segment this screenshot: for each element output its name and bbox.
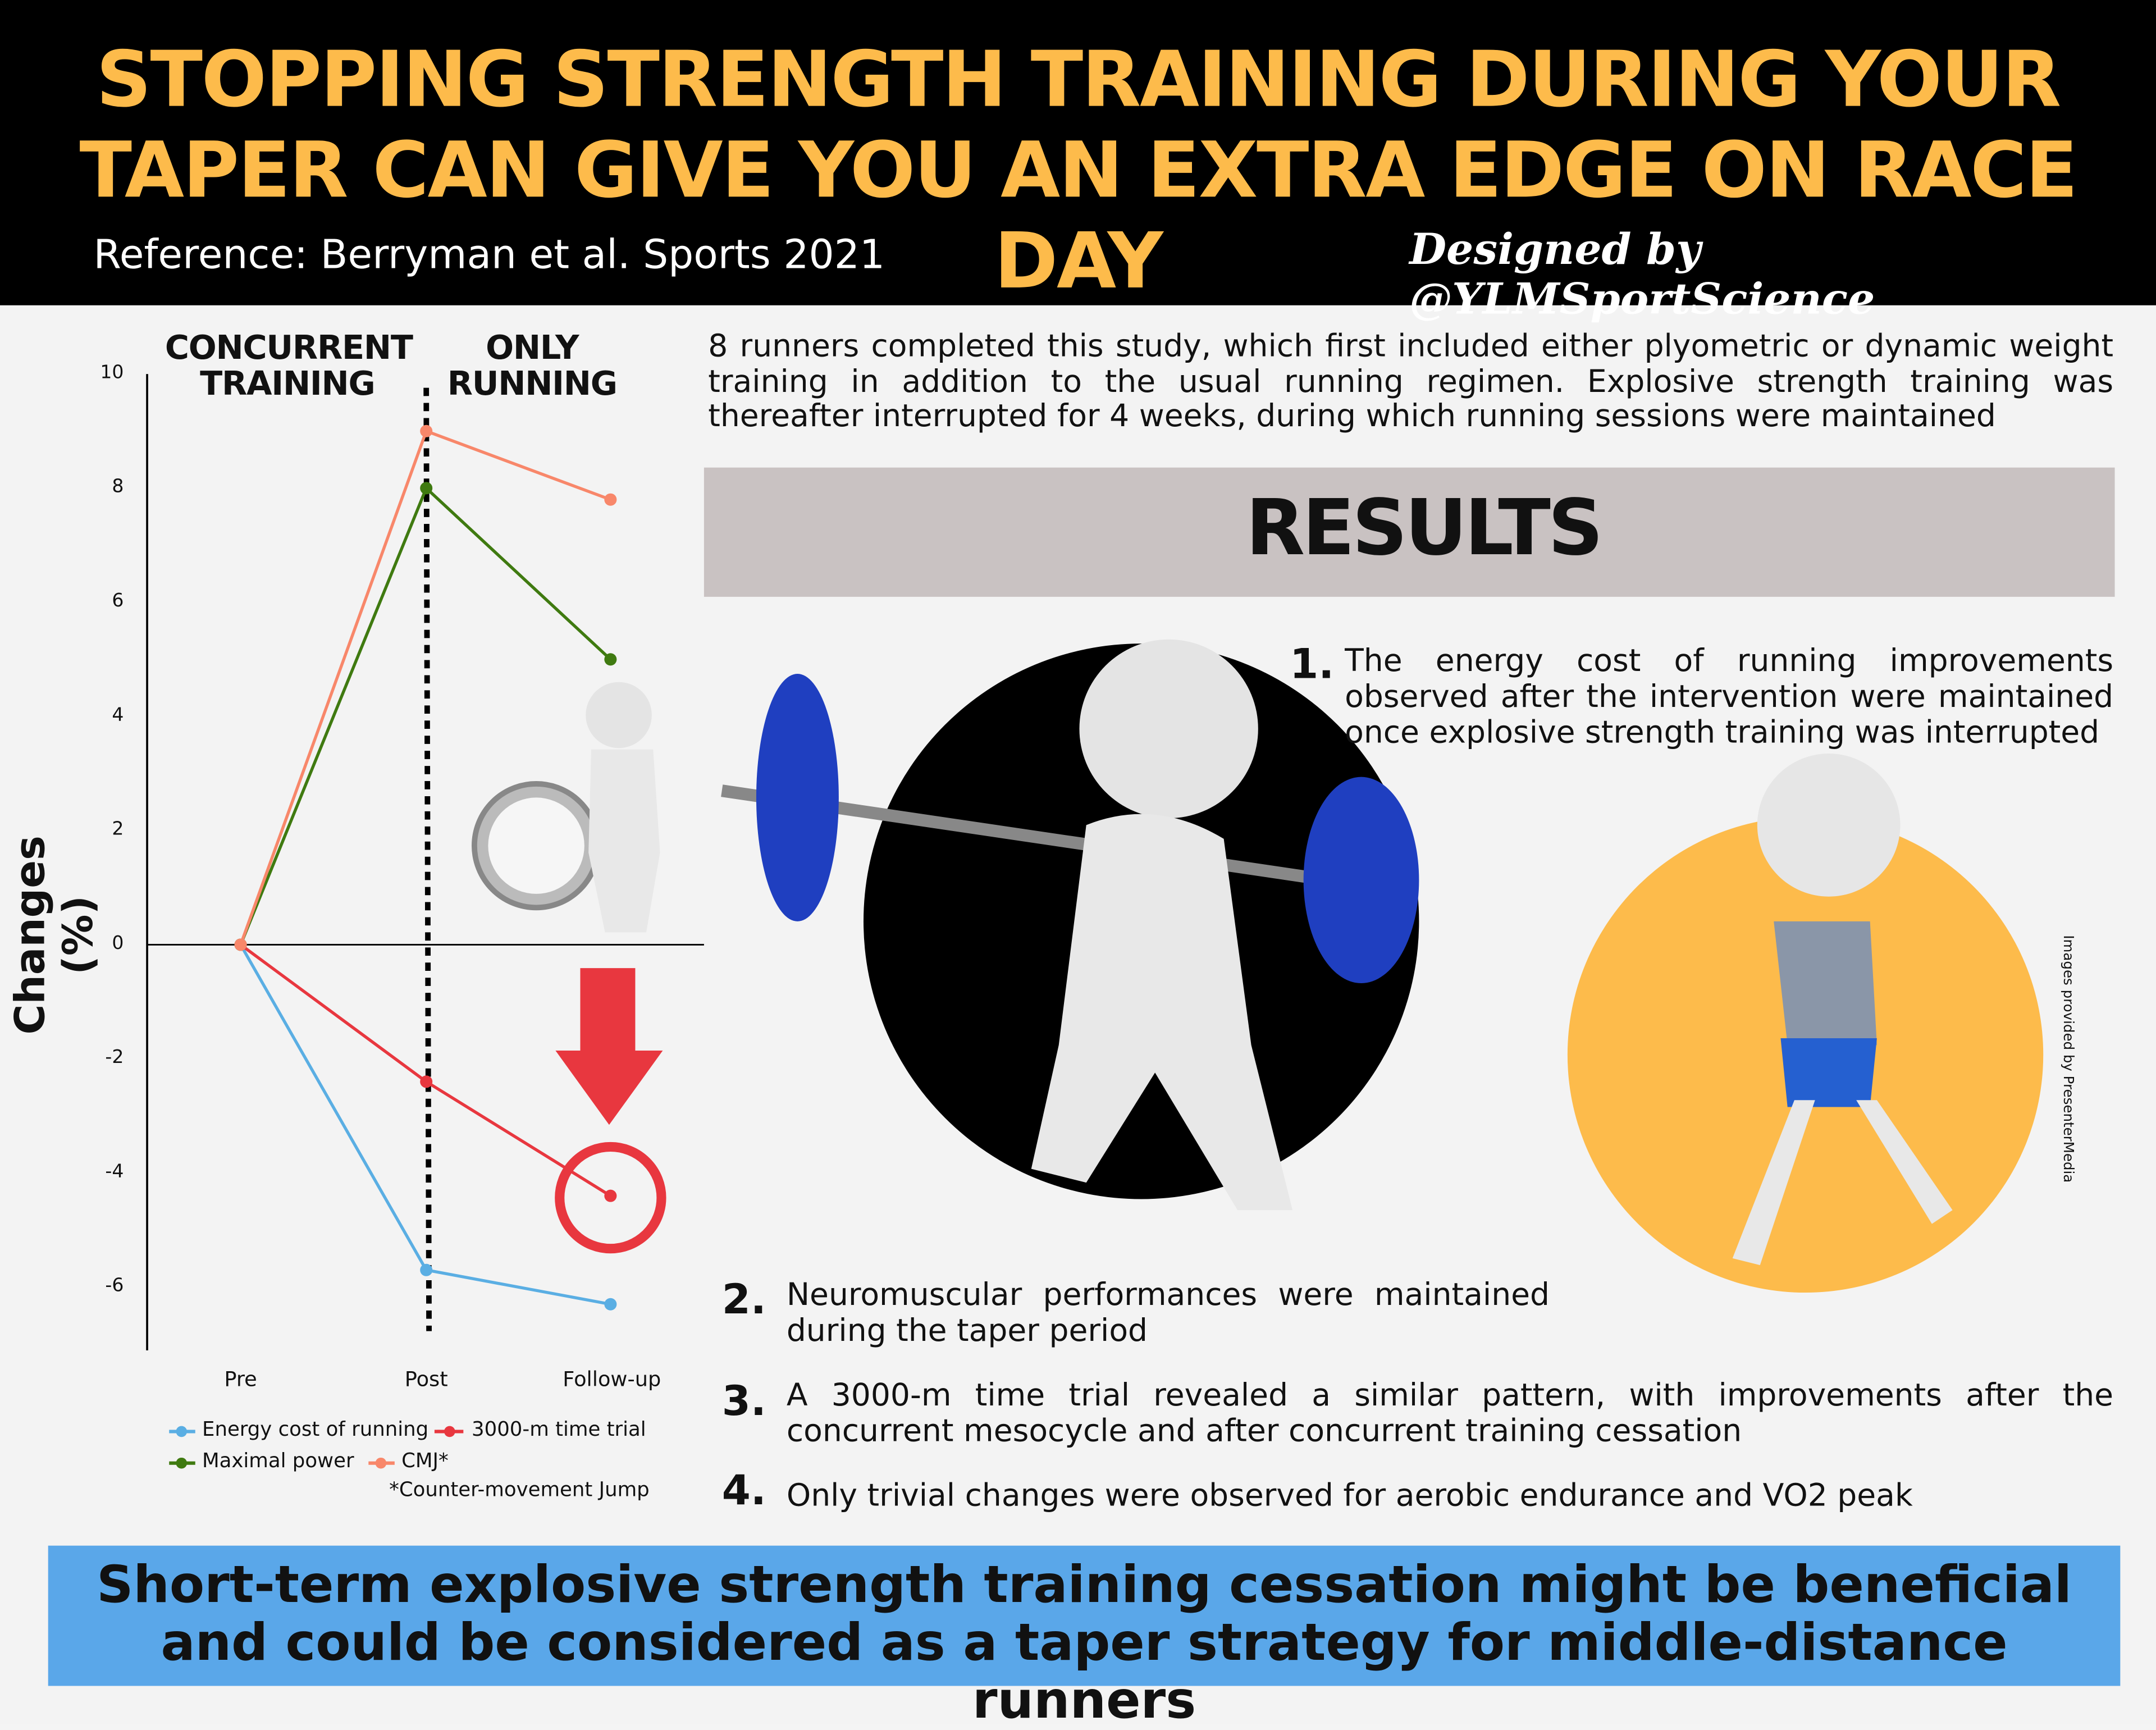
down-arrow-icon xyxy=(555,968,663,1125)
y-tick: 6 xyxy=(112,590,124,612)
y-tick: 8 xyxy=(112,476,124,498)
data-point-0-1 xyxy=(420,1263,433,1276)
legend-cmj: CMJ* xyxy=(401,1450,449,1473)
title-line-1: STOPPING STRENGTH TRAINING DURING YOUR xyxy=(96,35,2061,125)
data-point-1-2 xyxy=(604,1189,617,1202)
phase-only-line1: ONLY xyxy=(486,328,579,367)
phase-concurrent-line1: CONCURRENT xyxy=(165,328,413,367)
y-tick: 2 xyxy=(112,818,124,841)
data-point-3-2 xyxy=(604,493,617,506)
finding-4-text: Only trivial changes were observed for a… xyxy=(786,1478,1913,1514)
y-tick: -6 xyxy=(105,1275,124,1297)
image-credit: Images provided by PresenterMedia xyxy=(2059,935,2075,1183)
legend-power: Maximal power xyxy=(202,1450,354,1473)
designed-by: Designed by @YLMSportScience xyxy=(1409,225,1875,325)
data-point-3-1 xyxy=(420,424,433,437)
legend-3000m: 3000-m time trial xyxy=(472,1419,646,1441)
results-heading: RESULTS xyxy=(1245,484,1604,574)
reference: Reference: Berryman et al. Sports 2021 xyxy=(93,231,885,278)
y-tick: 4 xyxy=(112,704,124,727)
line-chart xyxy=(146,374,704,1350)
phase-divider xyxy=(423,387,432,1331)
x-tick-follow-up: Follow-up xyxy=(563,1367,661,1392)
legend-markers-2 xyxy=(437,1426,464,1437)
legend-marker-cmj xyxy=(368,1457,395,1469)
finding-2-number: 2. xyxy=(721,1276,766,1325)
phase-only-line2: RUNNING xyxy=(447,364,618,403)
conclusion-text: Short-term explosive strength training c… xyxy=(97,1555,2072,1730)
finding-3-text: A 3000-m time trial revealed a similar p… xyxy=(786,1377,2114,1450)
finding-3-number: 3. xyxy=(721,1377,766,1426)
intro-text: 8 runners completed this study, which fi… xyxy=(708,328,2114,435)
results-band xyxy=(704,467,2115,597)
data-point-2-1 xyxy=(420,482,433,495)
data-point-1-1 xyxy=(420,1075,433,1088)
finding-1-number: 1. xyxy=(1290,641,1335,689)
legend-energy: Energy cost of running xyxy=(202,1419,429,1441)
y-tick: -4 xyxy=(105,1160,124,1183)
phase-only-running: ONLY RUNNING xyxy=(437,330,627,401)
y-tick: 0 xyxy=(112,932,124,955)
illustrations xyxy=(721,639,2044,1293)
data-point-3-0 xyxy=(234,938,247,951)
figure-head-icon xyxy=(586,682,652,748)
highlight-circle xyxy=(555,1142,666,1254)
conclusion-banner xyxy=(48,1545,2121,1686)
data-point-2-2 xyxy=(604,653,617,666)
weightlifter-figure-icon xyxy=(721,639,1419,1211)
finding-4-number: 4. xyxy=(721,1467,766,1516)
phase-concurrent: CONCURRENT TRAINING xyxy=(165,328,413,403)
data-point-0-2 xyxy=(604,1298,617,1311)
title-line-2: TAPER CAN GIVE YOU AN EXTRA EDGE ON RACE… xyxy=(79,126,2078,307)
stopwatch-face xyxy=(488,797,584,894)
finding-2-text: Neuromuscular performances were maintain… xyxy=(786,1277,1550,1349)
legend-footnote: *Counter-movement Jump xyxy=(389,1480,650,1502)
y-tick: 10 xyxy=(100,362,124,384)
header xyxy=(0,0,2156,305)
x-tick-pre: Pre xyxy=(224,1367,257,1392)
phase-concurrent-line2: TRAINING xyxy=(200,364,376,403)
finding-1-text: The energy cost of running improvements … xyxy=(1345,643,2114,751)
x-tick-post: Post xyxy=(404,1367,448,1392)
y-tick: -2 xyxy=(105,1046,124,1069)
figure-body-icon xyxy=(588,749,660,933)
runner-figure-icon xyxy=(1732,754,1953,1266)
